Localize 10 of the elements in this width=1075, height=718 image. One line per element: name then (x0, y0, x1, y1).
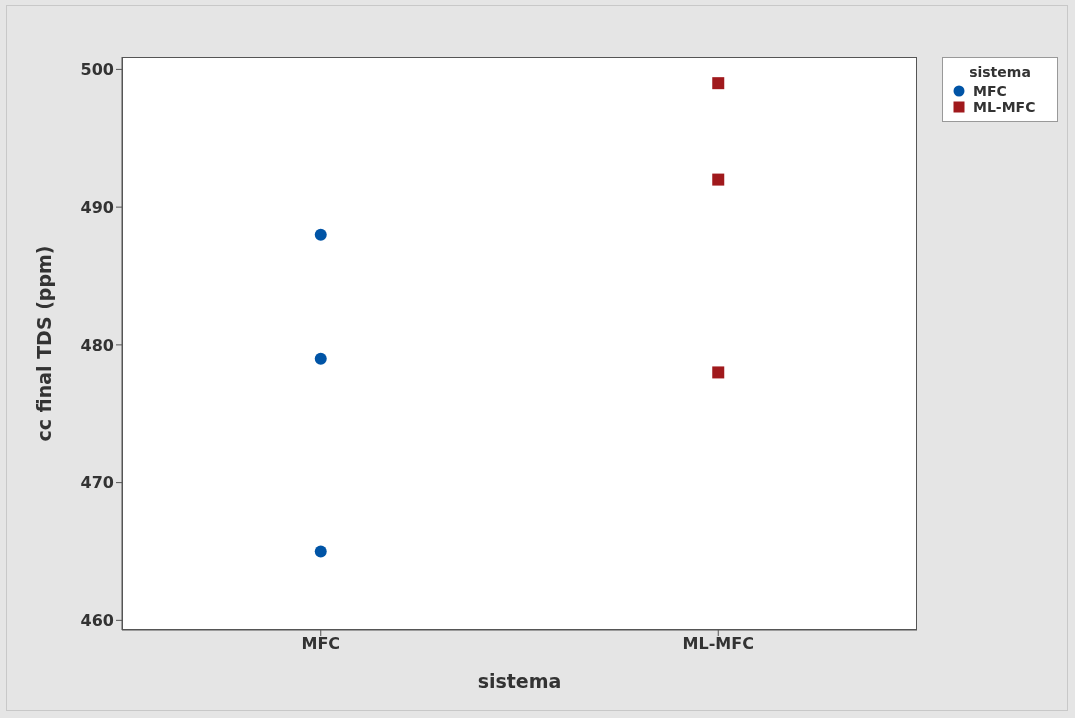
legend-label: MFC (973, 83, 1007, 99)
x-axis-title: sistema (477, 670, 562, 692)
legend-title: sistema (968, 64, 1032, 80)
y-tick-label: 460 (80, 611, 114, 631)
y-tick-label: 490 (80, 197, 114, 217)
y-axis-title: cc final TDS (ppm) (32, 245, 55, 442)
y-tick-label: 470 (80, 473, 114, 493)
y-tick-label: 480 (80, 335, 114, 355)
y-tick-label: 500 (80, 60, 114, 80)
legend-label: ML-MFC (973, 99, 1036, 115)
